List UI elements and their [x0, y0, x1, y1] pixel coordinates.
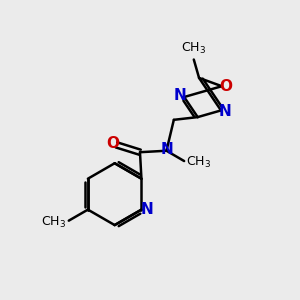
Text: N: N: [140, 202, 153, 217]
Text: CH$_3$: CH$_3$: [41, 214, 66, 230]
Text: CH$_3$: CH$_3$: [187, 155, 211, 170]
Text: N: N: [161, 142, 173, 157]
Text: N: N: [219, 103, 232, 118]
Text: O: O: [220, 79, 232, 94]
Text: O: O: [106, 136, 119, 151]
Text: CH$_3$: CH$_3$: [181, 41, 206, 56]
Text: N: N: [174, 88, 186, 103]
